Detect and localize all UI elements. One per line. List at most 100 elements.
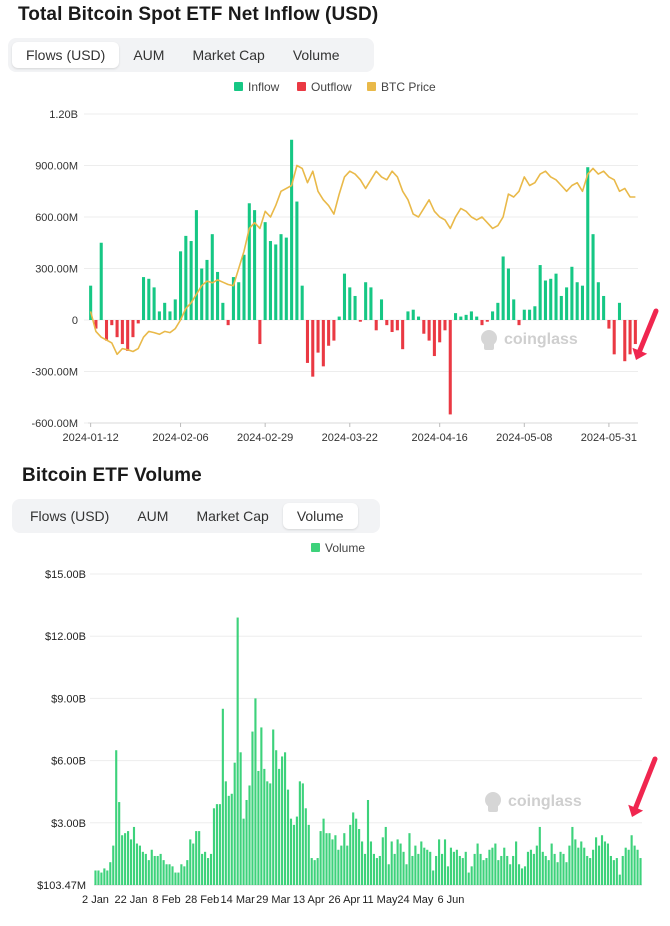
volume-bar — [384, 826, 387, 885]
volume-bar — [343, 833, 346, 885]
volume-bar — [124, 833, 127, 885]
volume-bar — [636, 849, 639, 885]
inflow-bar — [554, 273, 558, 320]
volume-bar — [417, 853, 420, 885]
volume-bar — [201, 853, 204, 885]
volume-bar — [476, 843, 479, 885]
inflow-bar — [617, 302, 622, 320]
volume-bar — [595, 837, 598, 885]
inflow-bar — [416, 316, 421, 320]
volume-bar — [574, 839, 577, 885]
volume-bar — [506, 855, 509, 885]
inflow-bar — [194, 210, 198, 320]
volume-bar — [440, 853, 444, 885]
volume-bar — [198, 831, 201, 885]
volume-bar — [319, 831, 322, 885]
volume-bar — [381, 837, 384, 885]
volume-bar — [586, 855, 589, 885]
inflow-bar — [512, 299, 516, 320]
volume-bar — [491, 847, 494, 885]
x-tick-label: 2024-02-29 — [237, 432, 293, 444]
volume-bar — [307, 824, 310, 885]
volume-bar — [553, 853, 556, 885]
volume-bar — [523, 866, 527, 885]
inflow-bar — [475, 316, 479, 320]
volume-bar — [168, 864, 171, 885]
inflow-bar — [575, 282, 579, 320]
x-tick-label: 2024-02-06 — [152, 432, 208, 444]
inflow-bar — [284, 237, 288, 320]
tab-market-cap[interactable]: Market Cap — [196, 508, 269, 524]
volume-bar — [233, 762, 236, 885]
outflow-bar — [115, 320, 119, 338]
tab-aum[interactable]: AUM — [137, 508, 169, 524]
volume-bar — [349, 824, 352, 885]
inflow-bar — [406, 311, 410, 320]
x-tick-label: 2024-01-12 — [63, 432, 119, 444]
volume-bar — [230, 793, 233, 885]
volume-bar — [186, 860, 189, 885]
volume-bar — [520, 868, 524, 885]
inflow-bar — [242, 254, 246, 320]
inflow-bar — [533, 306, 537, 320]
volume-bar — [361, 841, 364, 885]
coinglass-logo-icon — [481, 330, 497, 346]
legend-label-0: Inflow — [248, 80, 280, 94]
tab-volume[interactable]: Volume — [292, 47, 340, 63]
tab-flows-usd[interactable]: Flows (USD) — [30, 508, 110, 524]
volume-bar — [375, 858, 378, 885]
volume-bar — [340, 845, 343, 885]
volume-bar — [227, 795, 230, 885]
volume-bar — [603, 841, 607, 885]
volume-bar — [283, 752, 287, 885]
inflow-bar — [141, 277, 146, 320]
volume-bar — [470, 866, 473, 885]
inflow-bar — [491, 311, 495, 320]
x-tick-label: 29 Mar — [256, 894, 291, 906]
inflow-bar — [549, 278, 553, 320]
outflow-bar — [321, 320, 325, 367]
volume-bar — [150, 849, 153, 885]
volume-bar — [141, 851, 144, 885]
watermark-text: coinglass — [504, 331, 578, 348]
tab-volume[interactable]: Volume — [282, 503, 358, 529]
volume-bar — [615, 858, 618, 885]
x-tick-label: 8 Feb — [153, 894, 181, 906]
y-tick-label: $9.00B — [51, 693, 86, 705]
volume-bar — [621, 855, 624, 885]
x-tick-label: 11 May — [362, 894, 398, 906]
x-tick-label: 14 Mar — [221, 894, 256, 906]
inflow-bar — [173, 299, 177, 320]
flows-chart-title: Total Bitcoin Spot ETF Net Inflow (USD) — [18, 4, 379, 25]
tab-flows-usd[interactable]: Flows (USD) — [12, 42, 120, 68]
volume-bar — [627, 849, 630, 885]
outflow-bar — [316, 320, 320, 353]
volume-bar — [239, 752, 242, 885]
volume-bar — [254, 698, 257, 885]
volume-bar — [630, 835, 633, 885]
inflow-bar — [522, 309, 526, 320]
outflow-bar — [332, 320, 336, 341]
volume-bar — [464, 851, 467, 885]
volume-bar — [562, 853, 565, 885]
volume-bar — [580, 841, 583, 885]
tab-market-cap[interactable]: Market Cap — [192, 47, 265, 63]
tab-aum[interactable]: AUM — [133, 47, 165, 63]
volume-bar — [129, 839, 133, 885]
x-tick-label: 2024-04-16 — [412, 432, 468, 444]
volume-bar — [100, 872, 103, 885]
outflow-bar — [633, 320, 637, 345]
outflow-bar — [385, 320, 389, 326]
volume-bar — [121, 835, 124, 885]
volume-bar — [612, 860, 615, 885]
volume-bar — [94, 870, 97, 885]
outflow-bar — [305, 320, 310, 363]
volume-bar — [414, 845, 417, 885]
outflow-bar — [612, 320, 616, 355]
volume-bar — [461, 858, 464, 885]
volume-bar — [372, 853, 375, 885]
volume-bar — [322, 818, 325, 885]
legend-label-volume: Volume — [325, 541, 365, 555]
volume-bar — [405, 864, 408, 885]
volume-bar — [212, 808, 216, 885]
